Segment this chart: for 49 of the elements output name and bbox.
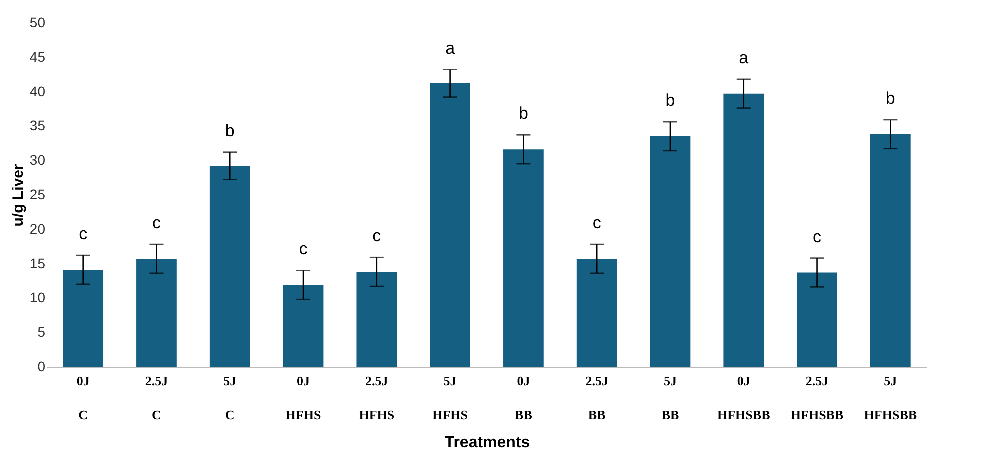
x-axis-title: Treatments — [444, 434, 530, 451]
annotation: b — [225, 121, 235, 140]
annotation: c — [592, 214, 602, 233]
bar — [136, 258, 177, 367]
y-axis-title: u/g Liver — [10, 164, 27, 227]
category-label: 2.5J C — [145, 374, 168, 422]
annotation: a — [446, 38, 456, 58]
y-tick-label: 10 — [30, 290, 46, 306]
y-tick-label: 0 — [38, 358, 46, 374]
category-label: 5J HFHSBB — [864, 374, 918, 422]
category-label: 0J BB — [515, 374, 532, 422]
y-tick-label: 15 — [30, 255, 46, 272]
y-tick-label: 25 — [30, 186, 46, 202]
category-label: 2.5J BB — [586, 374, 608, 422]
category-label: 2.5J HFHS — [359, 374, 395, 422]
annotation: c — [372, 226, 382, 246]
annotation: c — [813, 227, 822, 246]
annotation: c — [152, 214, 162, 233]
category-label: 2.5J HFHSBB — [790, 374, 844, 422]
category-label: 0J HFHSBB — [718, 374, 770, 422]
y-tick-label: 50 — [30, 14, 46, 30]
bar — [797, 272, 838, 367]
bar — [430, 84, 470, 367]
y-tick-label: 40 — [30, 83, 46, 100]
y-tick-label: 45 — [30, 48, 46, 65]
bar — [724, 94, 764, 367]
annotation: c — [299, 240, 308, 259]
bar — [576, 258, 618, 367]
category-label: 0J C — [76, 374, 90, 422]
category-label: 5J C — [224, 374, 237, 422]
bar — [504, 150, 544, 367]
category-label: 5J BB — [662, 374, 680, 422]
bar — [283, 285, 324, 367]
annotation: a — [739, 48, 750, 68]
annotation: c — [79, 224, 88, 244]
category-label: 5J HFHS — [432, 374, 468, 422]
bar — [356, 272, 398, 367]
annotation: b — [886, 89, 896, 108]
bar — [210, 166, 250, 367]
y-tick-label: 5 — [38, 324, 46, 340]
y-tick-label: 35 — [30, 118, 46, 134]
annotation: b — [666, 91, 676, 110]
y-tick-label: 20 — [30, 220, 46, 237]
y-tick-label: 30 — [30, 152, 46, 168]
bar — [870, 134, 911, 367]
bar — [650, 136, 691, 367]
annotation: b — [518, 104, 528, 124]
bar — [63, 270, 104, 367]
category-label: 0J HFHS — [286, 374, 322, 422]
